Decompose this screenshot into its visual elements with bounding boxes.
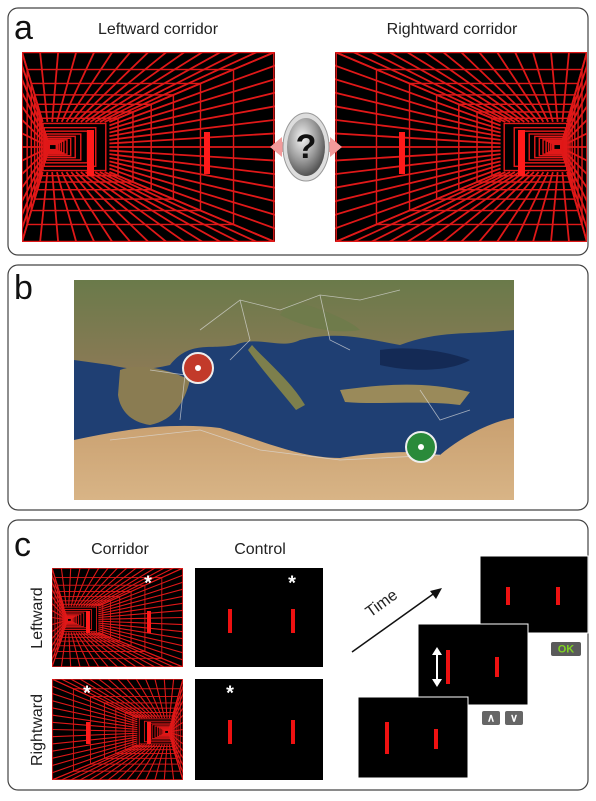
panel-label: c bbox=[14, 526, 31, 564]
panel-frame bbox=[7, 7, 589, 256]
screen bbox=[479, 555, 589, 634]
panel-label: b bbox=[14, 269, 33, 307]
corridor-image bbox=[22, 52, 275, 242]
column-header: Corridor bbox=[91, 541, 149, 558]
control-image bbox=[195, 568, 323, 667]
time-label: Time bbox=[363, 587, 401, 621]
down-button[interactable] bbox=[505, 711, 523, 725]
column-header: Control bbox=[234, 541, 286, 558]
question-icon bbox=[287, 118, 325, 176]
ok-button[interactable] bbox=[551, 642, 581, 656]
target-star: * bbox=[83, 682, 91, 704]
screen bbox=[417, 623, 529, 706]
panel-label: a bbox=[14, 9, 33, 47]
time-arrow bbox=[351, 591, 437, 653]
map bbox=[74, 280, 514, 500]
control-image bbox=[195, 679, 323, 780]
right-title: Rightward corridor bbox=[387, 21, 518, 38]
target-star: * bbox=[226, 682, 234, 704]
down-label: ∨ bbox=[510, 712, 518, 724]
panel-frame bbox=[7, 519, 589, 791]
time-arrow-head bbox=[430, 588, 442, 599]
target-star: * bbox=[288, 572, 296, 594]
ok-label: OK bbox=[558, 643, 575, 655]
question-mark: ? bbox=[296, 128, 317, 166]
up-button[interactable] bbox=[482, 711, 500, 725]
row-header: Leftward bbox=[29, 587, 46, 648]
corridor-image bbox=[52, 679, 183, 780]
corridor-image bbox=[335, 52, 587, 242]
left-title: Leftward corridor bbox=[98, 21, 219, 38]
panel-frame bbox=[7, 264, 589, 511]
screen bbox=[357, 696, 469, 779]
target-star: * bbox=[144, 572, 152, 594]
row-header: Rightward bbox=[29, 694, 46, 766]
corridor-image bbox=[52, 568, 183, 667]
up-label: ∧ bbox=[487, 712, 495, 724]
